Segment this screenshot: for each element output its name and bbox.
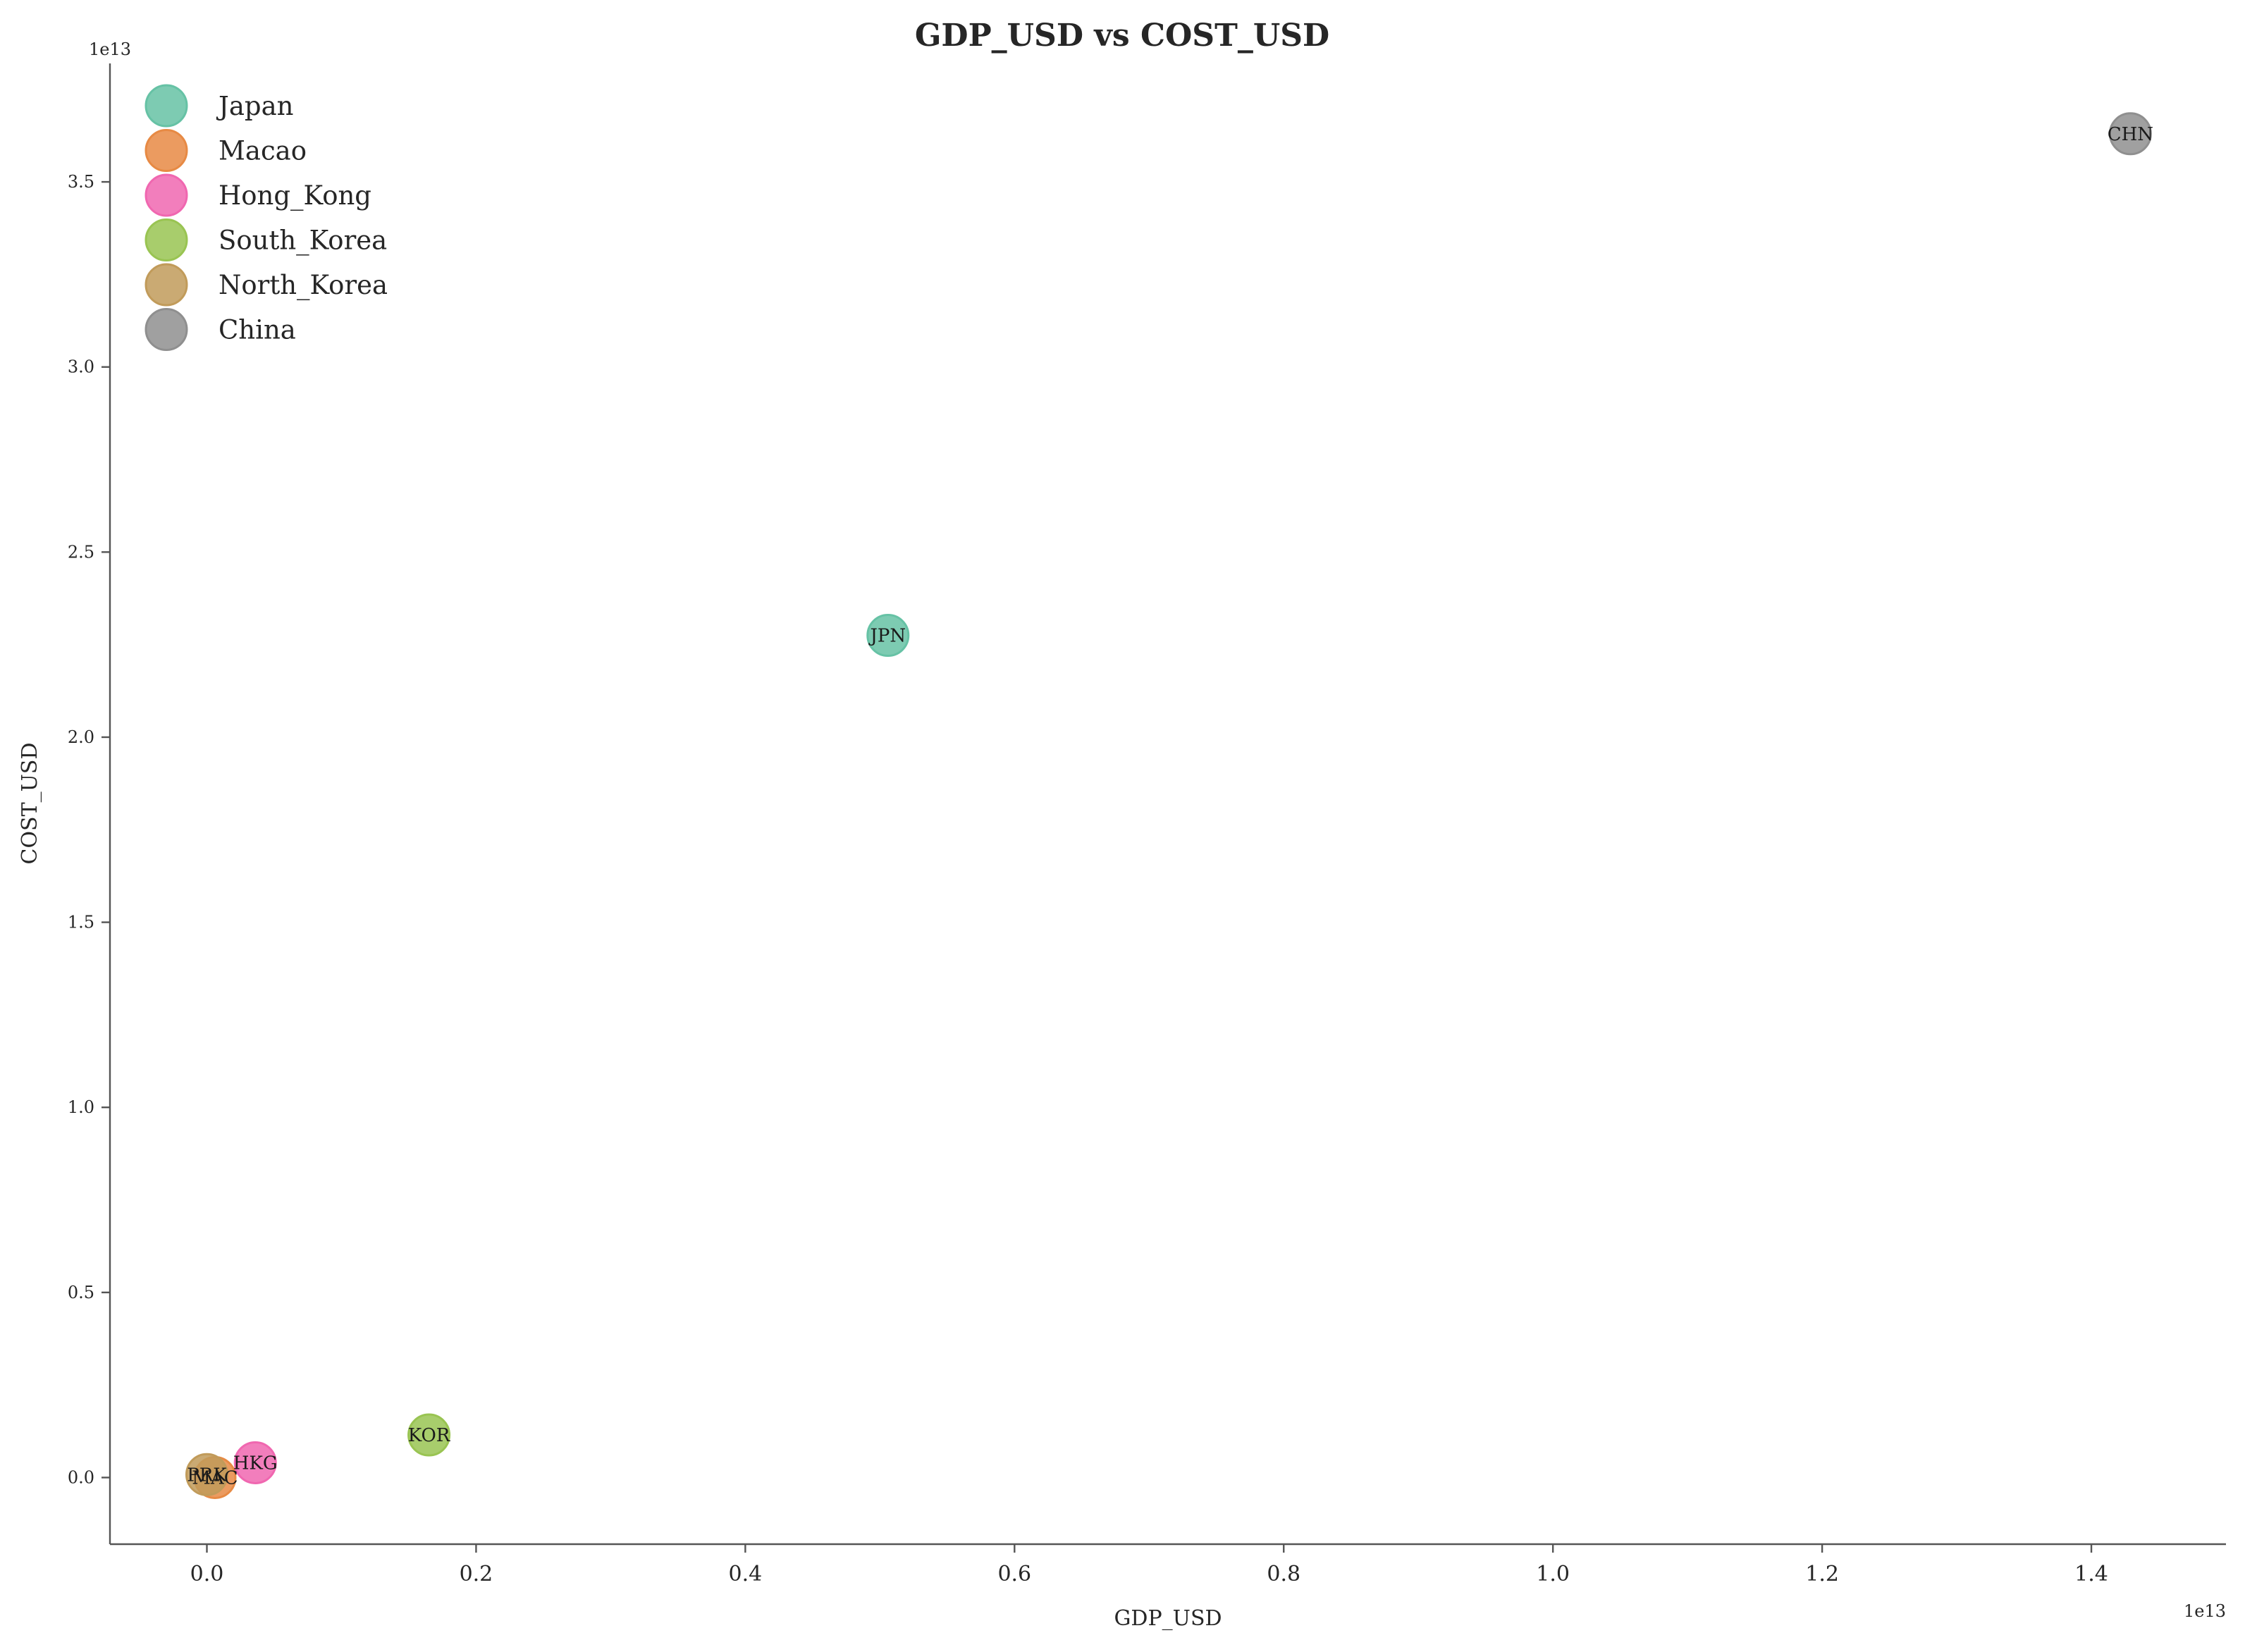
y-tick-label: 3.0 [68, 357, 94, 377]
plot-area [109, 63, 2226, 1546]
data-point-chn [2108, 112, 2152, 156]
y-offset-label: 1e13 [89, 39, 131, 59]
point-label-prk: PRK [187, 1465, 227, 1486]
y-tick-label: 1.5 [68, 913, 94, 932]
point-label-chn: CHN [2108, 124, 2153, 145]
y-tick-label: 2.0 [68, 727, 94, 747]
y-axis-label: COST_USD [18, 743, 42, 865]
legend-label-chn: China [219, 315, 296, 345]
data-point-kor [407, 1413, 451, 1457]
chart-title: GDP_USD vs COST_USD [915, 18, 1329, 54]
legend-marker-kor [144, 218, 188, 261]
y-tick-label: 1.0 [68, 1097, 94, 1117]
legend: Japan Macao Hong_Kong South_Korea North_Kore… [144, 84, 388, 351]
data-points [185, 112, 2152, 1499]
point-label-jpn: JPN [868, 626, 906, 647]
y-tick-label: 0.0 [68, 1467, 94, 1487]
data-point-jpn [866, 614, 910, 658]
y-tick-label: 2.5 [68, 542, 94, 562]
legend-label-kor: South_Korea [219, 226, 387, 257]
point-label-hkg: HKG [233, 1453, 278, 1474]
x-tick-label: 1.4 [2074, 1562, 2108, 1586]
data-point-hkg [233, 1441, 277, 1484]
legend-marker-mac [144, 129, 188, 172]
data-point-prk [185, 1453, 228, 1496]
point-label-kor: KOR [408, 1425, 451, 1446]
legend-marker-jpn [144, 84, 188, 128]
legend-marker-hkg [144, 173, 188, 217]
legend-marker-chn [144, 308, 188, 351]
legend-label-jpn: Japan [216, 91, 293, 121]
x-tick-label: 0.8 [1267, 1562, 1300, 1586]
x-axis-label: GDP_USD [1114, 1606, 1222, 1631]
y-tick-label: 3.5 [68, 172, 94, 192]
x-tick-label: 0.2 [460, 1562, 493, 1586]
x-tick-label: 0.0 [190, 1562, 224, 1586]
x-axis-ticks: 0.0 0.2 0.4 0.6 0.8 1.0 1.2 1.4 [190, 1544, 2108, 1586]
legend-label-prk: North_Korea [219, 270, 388, 301]
x-tick-label: 1.2 [1805, 1562, 1839, 1586]
x-tick-label: 0.4 [729, 1562, 763, 1586]
point-label-mac: MAC [192, 1467, 238, 1488]
legend-label-mac: Macao [219, 136, 307, 166]
y-axis-ticks: 0.0 0.5 1.0 1.5 2.0 2.5 3.0 3.5 [68, 172, 110, 1487]
x-tick-label: 0.6 [997, 1562, 1031, 1586]
legend-label-hkg: Hong_Kong [219, 180, 371, 211]
x-offset-label: 1e13 [2184, 1601, 2226, 1621]
legend-marker-prk [144, 263, 188, 307]
x-tick-label: 1.0 [1536, 1562, 1570, 1586]
y-tick-label: 0.5 [68, 1283, 94, 1302]
